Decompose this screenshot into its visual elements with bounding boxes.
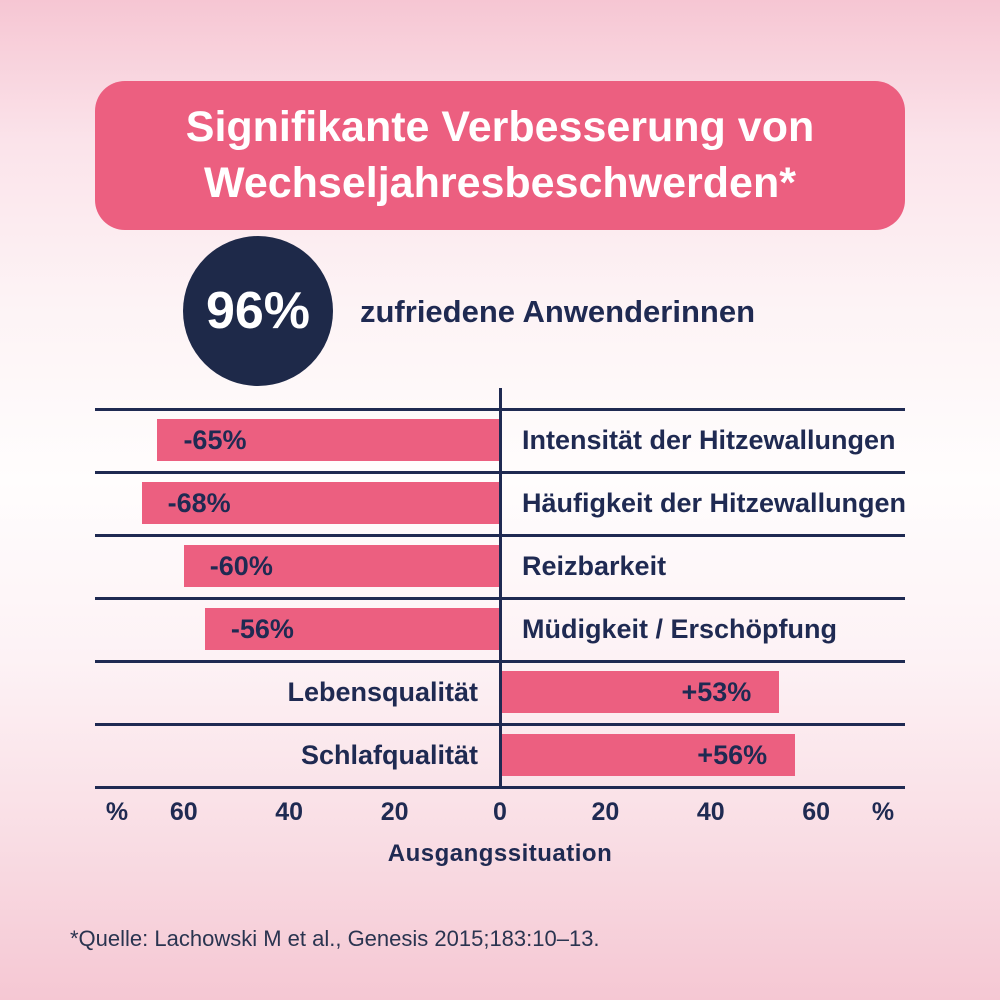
chart-bar: +56% [500, 734, 796, 776]
axis-tick-label: 60 [169, 798, 198, 826]
axis-tick-label: % [871, 798, 895, 826]
chart-bar: -56% [204, 608, 500, 650]
bar-value-label: -65% [183, 424, 247, 455]
header-title-line2: Wechseljahresbeschwerden* [204, 158, 796, 207]
source-footnote: *Quelle: Lachowski M et al., Genesis 201… [70, 926, 600, 951]
bar-chart: Ausgangssituation -65% Intensität der Hit… [95, 388, 907, 890]
x-axis-label: Ausgangssituation [387, 840, 613, 867]
axis-tick-label: % [105, 798, 129, 826]
category-label: Reizbarkeit [522, 550, 667, 581]
axis-tick-label: 60 [802, 798, 831, 826]
category-label: Lebensqualität [287, 676, 478, 707]
axis-tick-label: 40 [696, 798, 725, 826]
category-label: Müdigkeit / Erschöpfung [522, 613, 837, 644]
stat-value: 96% [205, 282, 311, 340]
category-label: Häufigkeit der Hitzewallungen [522, 487, 907, 518]
category-label: Intensität der Hitzewallungen [522, 424, 896, 455]
axis-tick-label: 20 [380, 798, 409, 826]
chart-bar: -68% [141, 482, 500, 524]
stat-caption: zufriedene Anwenderinnen [360, 294, 756, 329]
bar-value-label: +53% [681, 676, 752, 707]
stat-circle: 96% [183, 236, 333, 386]
category-label: Schlafqualität [300, 739, 478, 770]
bar-value-label: -60% [209, 550, 273, 581]
axis-tick-label: 40 [275, 798, 304, 826]
header-banner: Signifikante Verbesserung von Wechseljah… [95, 81, 905, 230]
axis-tick-label: 0 [493, 798, 507, 826]
axis-tick-label: 20 [591, 798, 620, 826]
zero-line [498, 388, 502, 789]
header-title-line1: Signifikante Verbesserung von [185, 102, 815, 151]
bar-value-label: +56% [697, 739, 768, 770]
chart-bar: -65% [157, 419, 500, 461]
chart-bar: +53% [500, 671, 780, 713]
chart-bar: -60% [183, 545, 500, 587]
bar-value-label: -56% [230, 613, 294, 644]
bar-value-label: -68% [167, 487, 231, 518]
